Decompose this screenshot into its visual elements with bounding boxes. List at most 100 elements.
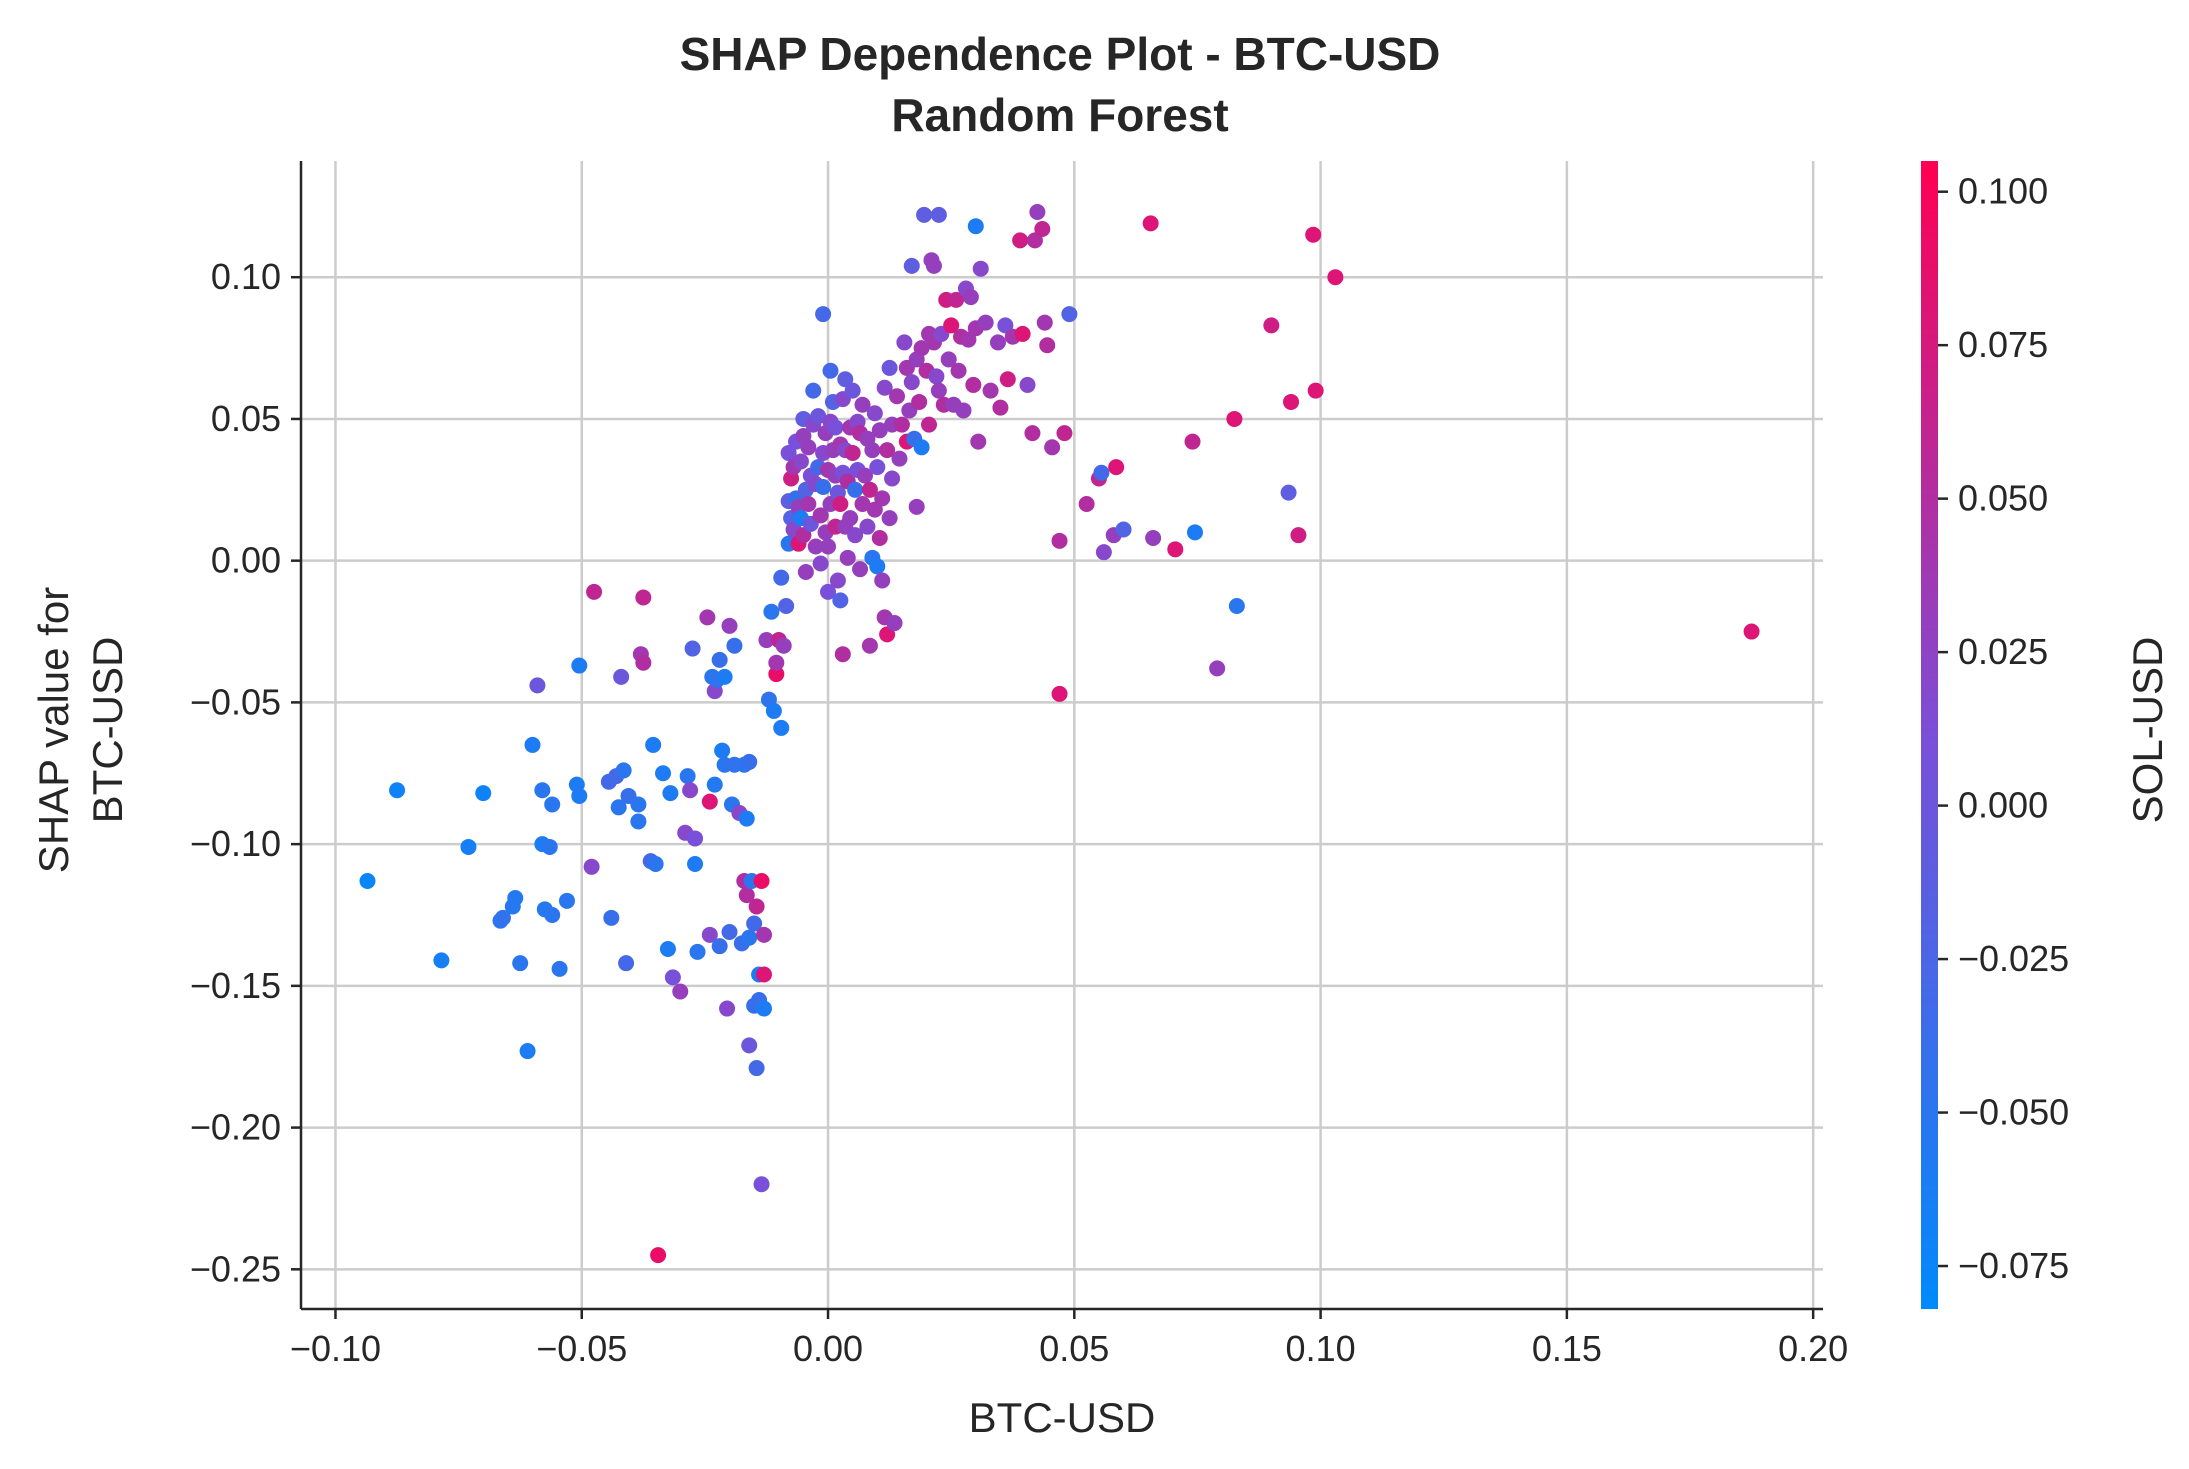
scatter-point	[871, 529, 888, 546]
scatter-point	[967, 218, 984, 235]
colorbar-tick-label: 0.000	[1958, 785, 2048, 826]
scatter-point	[635, 589, 652, 606]
scatter-point	[864, 442, 881, 459]
y-axis-ticks: 0.10 0.05 0.00 −0.05 −0.10 −0.15 −0.20 −0.25	[190, 256, 301, 1289]
scatter-point	[815, 306, 832, 323]
scatter-point	[682, 782, 699, 799]
colorbar-tick-label: 0.100	[1958, 171, 2048, 212]
scatter-point	[741, 753, 758, 770]
scatter-point	[741, 929, 758, 946]
scatter-point	[1026, 232, 1043, 249]
y-axis-label-line1: SHAP value for	[30, 587, 77, 873]
scatter-point	[571, 787, 588, 804]
scatter-point	[1108, 459, 1125, 476]
scatter-point	[650, 1247, 667, 1264]
scatter-point	[1327, 269, 1344, 286]
scatter-point	[494, 909, 511, 926]
scatter-point	[886, 615, 903, 632]
x-axis-label: BTC-USD	[969, 1394, 1156, 1441]
scatter-point	[1095, 544, 1112, 561]
scatter-point	[544, 796, 561, 813]
scatter-point	[928, 368, 945, 385]
y-tick-label: 0.10	[211, 256, 281, 297]
scatter-point	[765, 702, 782, 719]
scatter-point	[714, 742, 731, 759]
scatter-point	[997, 317, 1014, 334]
scatter-point	[1145, 529, 1162, 546]
scatter-point	[721, 617, 738, 634]
scatter-point	[822, 362, 839, 379]
scatter-point	[977, 314, 994, 331]
scatter-point	[748, 1060, 765, 1077]
scatter-point	[679, 768, 696, 785]
scatter-point	[635, 654, 652, 671]
scatter-point	[753, 872, 770, 889]
scatter-point	[911, 393, 928, 410]
scatter-point	[820, 583, 837, 600]
scatter-point	[1228, 598, 1245, 615]
y-tick-label: −0.20	[190, 1107, 281, 1148]
scatter-point	[874, 490, 891, 507]
scatter-point	[1039, 337, 1056, 354]
colorbar-label: SOL-USD	[2124, 637, 2171, 824]
scatter-point	[613, 668, 630, 685]
scatter-point	[1078, 495, 1095, 512]
scatter-point	[773, 719, 790, 736]
scatter-point	[829, 572, 846, 589]
scatter-point	[534, 782, 551, 799]
scatter-point	[866, 405, 883, 422]
scatter-point	[837, 371, 854, 388]
scatter-point	[844, 382, 861, 399]
scatter-point	[896, 334, 913, 351]
scatter-point	[844, 444, 861, 461]
scatter-point	[753, 1176, 770, 1193]
scatter-point	[859, 518, 876, 535]
scatter-point	[972, 260, 989, 277]
scatter-point	[856, 467, 873, 484]
scatter-point	[672, 983, 689, 1000]
colorbar	[1921, 161, 1938, 1309]
scatter-point	[524, 736, 541, 753]
scatter-point	[943, 317, 960, 334]
scatter-point	[827, 419, 844, 436]
scatter-point	[460, 838, 477, 855]
scatter-point	[1014, 325, 1031, 342]
scatter-point	[884, 470, 901, 487]
scatter-point	[741, 1037, 758, 1054]
scatter-point	[615, 762, 632, 779]
scatter-point	[756, 926, 773, 943]
scatter-point	[812, 555, 829, 572]
scatter-point	[684, 640, 701, 657]
scatter-point	[586, 583, 603, 600]
x-tick-label: 0.10	[1286, 1328, 1356, 1369]
scatter-point	[711, 938, 728, 955]
scatter-point	[1290, 527, 1307, 544]
scatter-point	[881, 510, 898, 527]
scatter-point	[780, 444, 797, 461]
scatter-point	[921, 416, 938, 433]
scatter-point	[903, 374, 920, 391]
x-tick-label: 0.00	[793, 1328, 863, 1369]
scatter-point	[433, 952, 450, 969]
scatter-point	[1167, 541, 1184, 558]
scatter-point	[645, 736, 662, 753]
scatter-point	[854, 495, 871, 512]
scatter-point	[1036, 314, 1053, 331]
scatter-point	[778, 598, 795, 615]
scatter-point	[711, 651, 728, 668]
scatter-point	[571, 657, 588, 674]
scatter-point	[746, 915, 763, 932]
scatter-point	[999, 371, 1016, 388]
scatter-point	[960, 331, 977, 348]
scatter-point	[879, 626, 896, 643]
scatter-point	[701, 926, 718, 943]
scatter-point	[812, 507, 829, 524]
scatter-point	[507, 889, 524, 906]
scatter-point	[758, 632, 775, 649]
x-tick-label: −0.10	[290, 1328, 381, 1369]
scatter-point	[647, 855, 664, 872]
scatter-point	[1743, 623, 1760, 640]
scatter-point	[689, 943, 706, 960]
scatter-point	[815, 478, 832, 495]
